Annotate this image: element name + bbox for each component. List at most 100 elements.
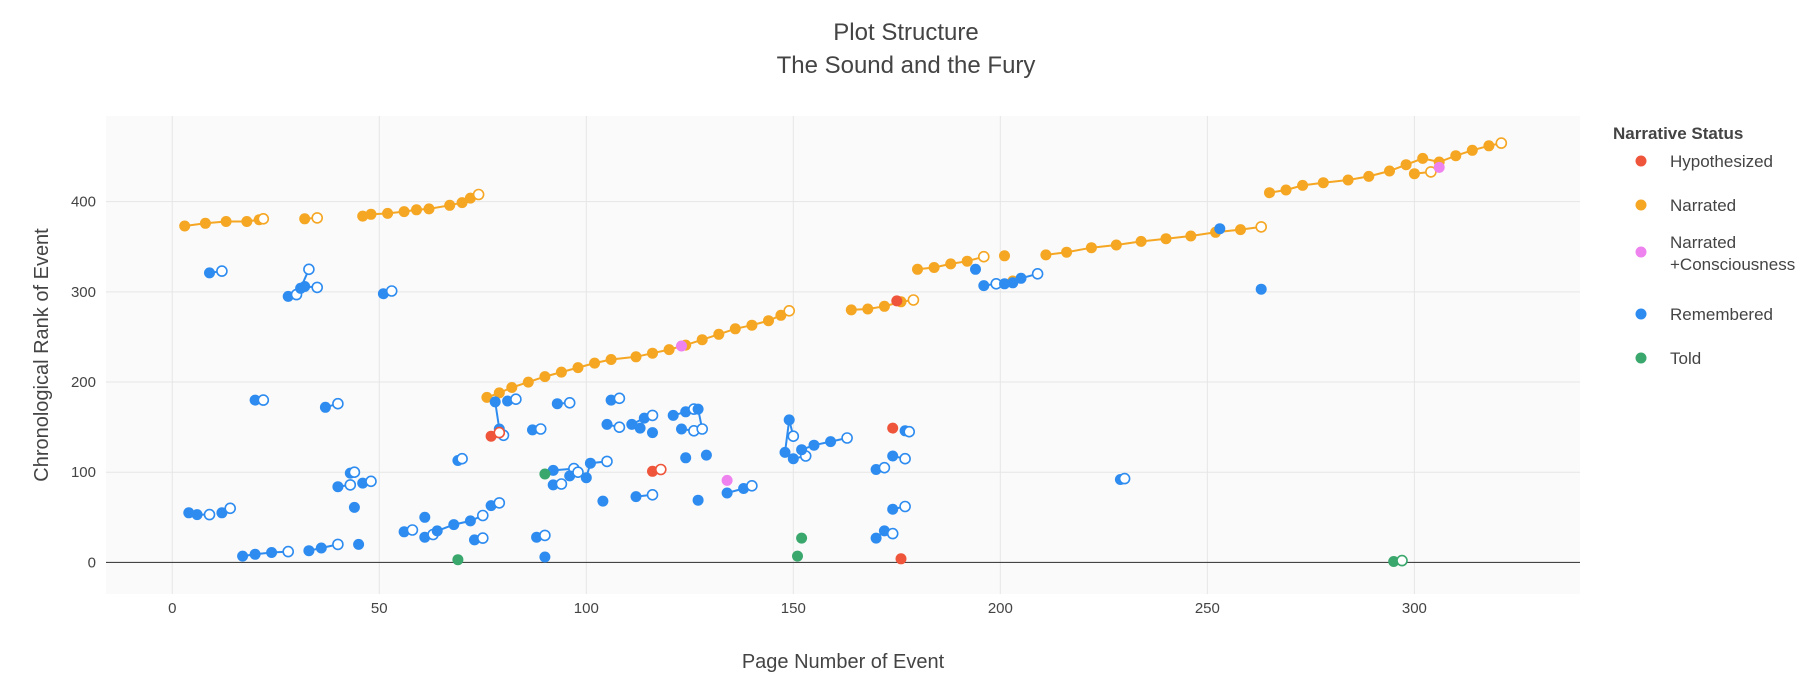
data-point[interactable] [1135, 235, 1147, 247]
data-point-end[interactable] [348, 466, 361, 479]
data-point[interactable] [522, 376, 534, 388]
data-point[interactable] [580, 472, 592, 484]
data-point[interactable] [423, 203, 435, 215]
data-point-end[interactable] [787, 430, 800, 443]
data-point[interactable] [452, 554, 464, 566]
data-point[interactable] [419, 511, 431, 523]
data-point[interactable] [411, 204, 422, 216]
data-point-end[interactable] [1031, 267, 1044, 280]
data-point[interactable] [887, 450, 899, 462]
data-point-end[interactable] [1255, 221, 1267, 233]
data-point[interactable] [555, 366, 567, 378]
data-point[interactable] [1417, 152, 1429, 164]
data-point-end[interactable] [344, 479, 357, 491]
data-point-end[interactable] [493, 497, 506, 509]
data-point[interactable] [796, 444, 808, 456]
data-point[interactable] [713, 328, 725, 340]
data-point[interactable] [464, 515, 476, 527]
data-point[interactable] [539, 371, 551, 383]
data-point[interactable] [605, 354, 617, 365]
data-point-end[interactable] [534, 423, 547, 435]
data-point[interactable] [1007, 277, 1019, 289]
data-point-end[interactable] [555, 478, 568, 490]
data-point[interactable] [787, 453, 799, 465]
data-point-end[interactable] [303, 263, 315, 276]
data-point[interactable] [746, 319, 758, 331]
data-point[interactable] [551, 398, 563, 410]
data-point-end[interactable] [476, 532, 489, 544]
data-point[interactable] [961, 255, 973, 267]
data-point[interactable] [1317, 177, 1329, 189]
data-point[interactable] [634, 422, 646, 434]
data-point[interactable] [319, 401, 331, 413]
data-point[interactable] [1085, 242, 1097, 254]
data-point[interactable] [299, 213, 311, 225]
data-point[interactable] [647, 427, 658, 439]
data-point[interactable] [481, 391, 493, 403]
data-point-end[interactable] [563, 396, 576, 409]
data-point[interactable] [1255, 283, 1267, 295]
data-point[interactable] [891, 295, 903, 307]
data-point-end[interactable] [601, 455, 613, 468]
data-point[interactable] [1015, 272, 1027, 284]
data-point[interactable] [348, 501, 360, 513]
data-point-end[interactable] [841, 432, 853, 444]
data-point[interactable] [183, 507, 195, 519]
data-point-end[interactable] [456, 452, 468, 465]
data-point[interactable] [870, 532, 882, 544]
data-point[interactable] [696, 334, 708, 346]
data-point[interactable] [808, 439, 820, 451]
data-point-end[interactable] [476, 509, 489, 522]
data-point-end[interactable] [203, 508, 216, 521]
legend-item[interactable]: Narrated [1635, 196, 1737, 215]
data-point-end[interactable] [385, 285, 398, 297]
legend-item[interactable]: Remembered [1635, 305, 1774, 324]
data-point-end[interactable] [1118, 472, 1131, 485]
data-point[interactable] [775, 309, 787, 321]
data-point[interactable] [912, 263, 923, 275]
data-point[interactable] [1466, 144, 1478, 156]
data-point[interactable] [763, 315, 774, 327]
data-point-end[interactable] [886, 527, 899, 540]
data-point[interactable] [1433, 161, 1445, 173]
legend-item[interactable]: Told [1635, 349, 1702, 368]
data-point[interactable] [303, 545, 315, 557]
data-point[interactable] [676, 340, 687, 352]
data-point-end[interactable] [406, 524, 419, 536]
data-point[interactable] [1400, 159, 1412, 171]
data-point[interactable] [999, 250, 1010, 262]
data-point-end[interactable] [1396, 554, 1408, 567]
data-point[interactable] [895, 553, 907, 565]
data-point[interactable] [444, 199, 456, 211]
data-point-end[interactable] [311, 212, 324, 224]
data-point[interactable] [887, 422, 899, 434]
data-point-end[interactable] [572, 466, 584, 479]
data-point[interactable] [547, 464, 559, 476]
data-point[interactable] [1110, 239, 1122, 251]
data-point[interactable] [825, 436, 837, 448]
data-point[interactable] [630, 351, 642, 363]
data-point-end[interactable] [907, 294, 920, 306]
data-point[interactable] [249, 394, 261, 406]
data-point[interactable] [431, 525, 443, 537]
data-point[interactable] [220, 216, 232, 227]
data-point-end[interactable] [332, 538, 344, 551]
data-point[interactable] [862, 303, 874, 315]
data-point[interactable] [601, 418, 613, 430]
data-point-end[interactable] [1425, 166, 1437, 178]
data-point[interactable] [1342, 174, 1354, 186]
data-point[interactable] [1388, 556, 1400, 567]
data-point-end[interactable] [899, 452, 911, 465]
data-point-end[interactable] [257, 213, 270, 225]
data-point[interactable] [237, 550, 249, 562]
data-point-end[interactable] [783, 304, 796, 317]
data-point[interactable] [572, 362, 584, 374]
data-point[interactable] [667, 409, 679, 421]
data-point[interactable] [299, 281, 311, 292]
data-point[interactable] [878, 300, 890, 312]
data-point-end[interactable] [539, 529, 551, 542]
data-point[interactable] [680, 452, 692, 464]
data-point[interactable] [493, 387, 505, 399]
data-point-end[interactable] [224, 502, 236, 515]
data-point-end[interactable] [878, 461, 891, 474]
